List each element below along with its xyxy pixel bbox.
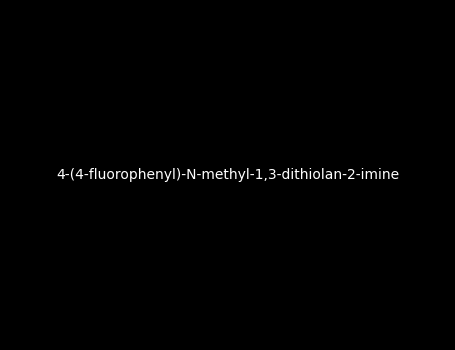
Text: 4-(4-fluorophenyl)-N-methyl-1,3-dithiolan-2-imine: 4-(4-fluorophenyl)-N-methyl-1,3-dithiola… <box>56 168 399 182</box>
